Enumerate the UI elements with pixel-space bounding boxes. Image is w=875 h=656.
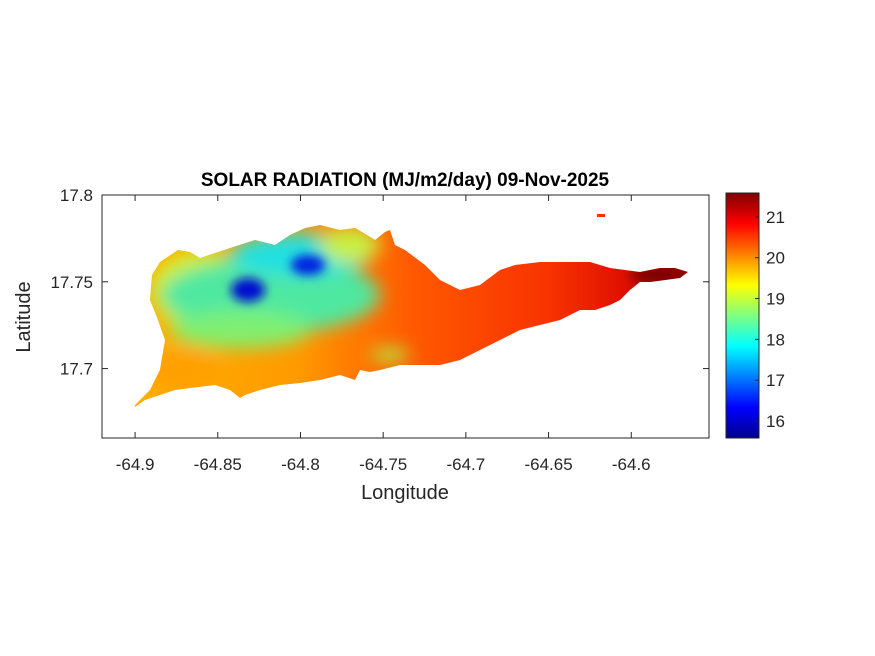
x-tick-label: -64.9 — [116, 455, 155, 474]
x-tick-label: -64.8 — [281, 455, 320, 474]
axes-box — [101, 194, 710, 439]
y-tick-label: 17.8 — [60, 186, 93, 205]
y-tick-label: 17.7 — [60, 360, 93, 379]
x-tick-label: -64.65 — [524, 455, 572, 474]
islet-mark — [597, 214, 605, 217]
y-tick-label: 17.75 — [50, 273, 93, 292]
solar-radiation-map — [135, 225, 688, 407]
colorbar-tick-label: 20 — [766, 249, 785, 268]
y-axis-label: Latitude — [13, 281, 35, 352]
colorbar — [725, 192, 760, 439]
colorbar-tick-label: 17 — [766, 371, 785, 390]
x-axis-label: Longitude — [361, 482, 449, 504]
colorbar-tick-label: 16 — [766, 412, 785, 431]
x-tick-label: -64.7 — [446, 455, 485, 474]
colorbar-tick-label: 21 — [766, 208, 785, 227]
colorbar-tick-label: 18 — [766, 330, 785, 349]
colorbar-tick-label: 19 — [766, 290, 785, 309]
y-axis: 17.7 17.75 17.8 — [50, 186, 709, 379]
x-axis: -64.9 -64.85 -64.8 -64.75 -64.7 -64.65 -64.6 — [116, 195, 651, 474]
x-tick-label: -64.6 — [612, 455, 651, 474]
x-tick-label: -64.75 — [359, 455, 407, 474]
chart-title: SOLAR RADIATION (MJ/m2/day) 09-Nov-2025 — [201, 170, 610, 191]
colorbar-ticks: 16 17 18 19 20 21 — [755, 208, 785, 431]
x-tick-label: -64.85 — [194, 455, 242, 474]
